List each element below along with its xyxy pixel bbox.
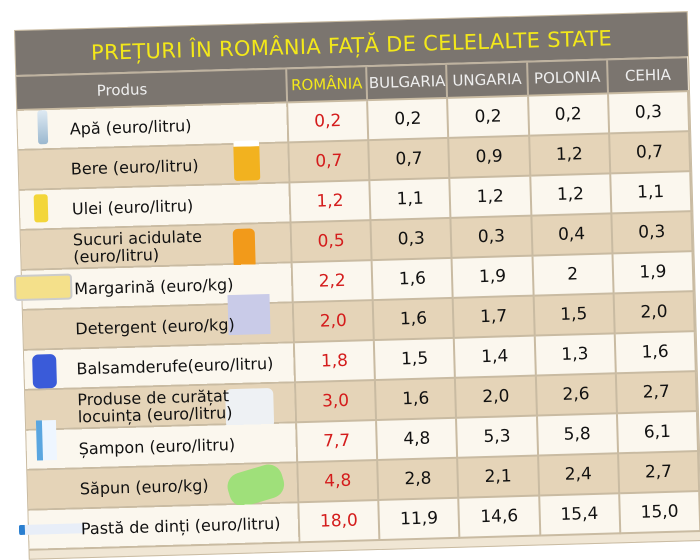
price-cell-cehia: 2,0	[613, 291, 695, 334]
price-cell-bulgaria: 1,6	[375, 377, 457, 421]
beer-mug-icon	[233, 140, 261, 181]
price-cell-românia: 2,0	[292, 300, 374, 343]
shampoo-icon	[35, 419, 58, 461]
header-cehia: CEHIA	[606, 57, 688, 94]
product-name: Pastă de dinți (euro/litru)	[80, 513, 281, 538]
price-cell-bulgaria: 0,3	[370, 217, 452, 261]
price-cell-bulgaria: 11,9	[378, 497, 460, 540]
price-cell-polonia: 2	[532, 253, 614, 296]
header-ungaria: UNGARIA	[446, 61, 528, 98]
header-romania: ROMÂNIA	[286, 66, 368, 103]
price-cell-ungaria: 1,7	[453, 295, 535, 338]
price-cell-polonia: 2,6	[535, 373, 617, 416]
price-cell-bulgaria: 1,6	[371, 257, 454, 301]
price-cell-bulgaria: 2,8	[377, 457, 459, 501]
water-bottle-icon	[37, 110, 49, 145]
price-cell-polonia: 15,4	[538, 493, 621, 536]
price-table: Produs ROMÂNIA BULGARIA UNGARIA POLONIA …	[13, 56, 700, 551]
product-name: Detergent (euro/kg)	[75, 314, 235, 338]
price-cell-ungaria: 0,2	[447, 95, 529, 138]
price-cell-ungaria: 1,4	[454, 335, 536, 378]
price-cell-ungaria: 1,2	[449, 175, 531, 218]
price-cell-cehia: 15,0	[618, 491, 700, 534]
price-cell-polonia: 1,3	[534, 333, 616, 376]
price-cell-ungaria: 2,1	[457, 455, 539, 498]
product-name: Ulei (euro/litru)	[71, 195, 194, 218]
price-cell-bulgaria: 1,5	[373, 337, 456, 381]
price-cell-cehia: 0,7	[608, 131, 691, 174]
price-cell-polonia: 0,2	[527, 93, 609, 136]
price-cell-românia: 0,5	[290, 220, 372, 263]
price-cell-cehia: 2,7	[615, 371, 697, 414]
price-cell-ungaria: 14,6	[458, 495, 540, 538]
price-cell-polonia: 0,4	[530, 213, 613, 256]
price-cell-polonia: 2,4	[537, 453, 619, 496]
price-cell-românia: 18,0	[298, 500, 380, 543]
price-cell-românia: 0,2	[287, 100, 369, 143]
price-cell-românia: 1,8	[293, 340, 376, 383]
product-name: Balsamderufe(euro/litru)	[76, 353, 274, 378]
price-cell-bulgaria: 1,1	[369, 177, 451, 221]
price-cell-bulgaria: 0,2	[367, 97, 449, 141]
price-cell-bulgaria: 1,6	[372, 297, 455, 341]
price-cell-românia: 2,2	[291, 260, 373, 303]
product-name: Șampon (euro/litru)	[78, 434, 236, 458]
price-cell-românia: 1,2	[289, 180, 371, 223]
price-cell-ungaria: 1,9	[451, 255, 534, 298]
price-cell-cehia: 1,9	[612, 251, 694, 294]
price-table-card: PREȚURI ÎN ROMÂNIA FAȚĂ DE CELELALTE STA…	[13, 11, 700, 560]
price-cell-cehia: 6,1	[616, 411, 699, 454]
price-cell-bulgaria: 0,7	[368, 137, 450, 181]
header-polonia: POLONIA	[526, 59, 608, 96]
margarine-icon	[13, 273, 73, 302]
price-cell-cehia: 1,6	[614, 331, 696, 374]
product-name: Produse de curățat locuința (euro/litru)	[77, 386, 233, 427]
price-cell-românia: 7,7	[296, 420, 378, 463]
price-cell-cehia: 2,7	[617, 451, 700, 494]
price-cell-bulgaria: 4,8	[376, 417, 458, 461]
price-cell-polonia: 5,8	[536, 413, 618, 456]
price-cell-ungaria: 5,3	[456, 415, 538, 458]
product-cell: Pastă de dinți (euro/litru)	[18, 502, 300, 550]
product-name: Bere (euro/litru)	[70, 155, 199, 178]
price-cell-ungaria: 0,9	[448, 135, 530, 178]
price-cell-cehia: 1,1	[609, 171, 692, 214]
price-cell-polonia: 1,2	[528, 133, 610, 176]
price-cell-ungaria: 2,0	[455, 375, 537, 418]
header-bulgaria: BULGARIA	[366, 63, 448, 101]
price-cell-cehia: 0,3	[611, 211, 693, 254]
product-name: Sucuri acidulate (euro/litru)	[72, 226, 203, 267]
price-cell-românia: 3,0	[294, 380, 377, 423]
price-cell-cehia: 0,3	[607, 91, 690, 134]
product-name: Săpun (euro/kg)	[79, 475, 209, 498]
price-cell-românia: 4,8	[297, 460, 379, 503]
toothpaste-icon	[18, 523, 86, 536]
price-cell-românia: 0,7	[288, 140, 370, 183]
price-cell-polonia: 1,2	[529, 173, 612, 216]
product-name: Margarină (euro/kg)	[73, 274, 234, 298]
product-name: Apă (euro/litru)	[69, 115, 192, 138]
price-cell-ungaria: 0,3	[450, 215, 533, 258]
softener-icon	[32, 353, 58, 389]
price-cell-polonia: 1,5	[533, 293, 615, 336]
oil-bottle-icon	[33, 194, 49, 223]
